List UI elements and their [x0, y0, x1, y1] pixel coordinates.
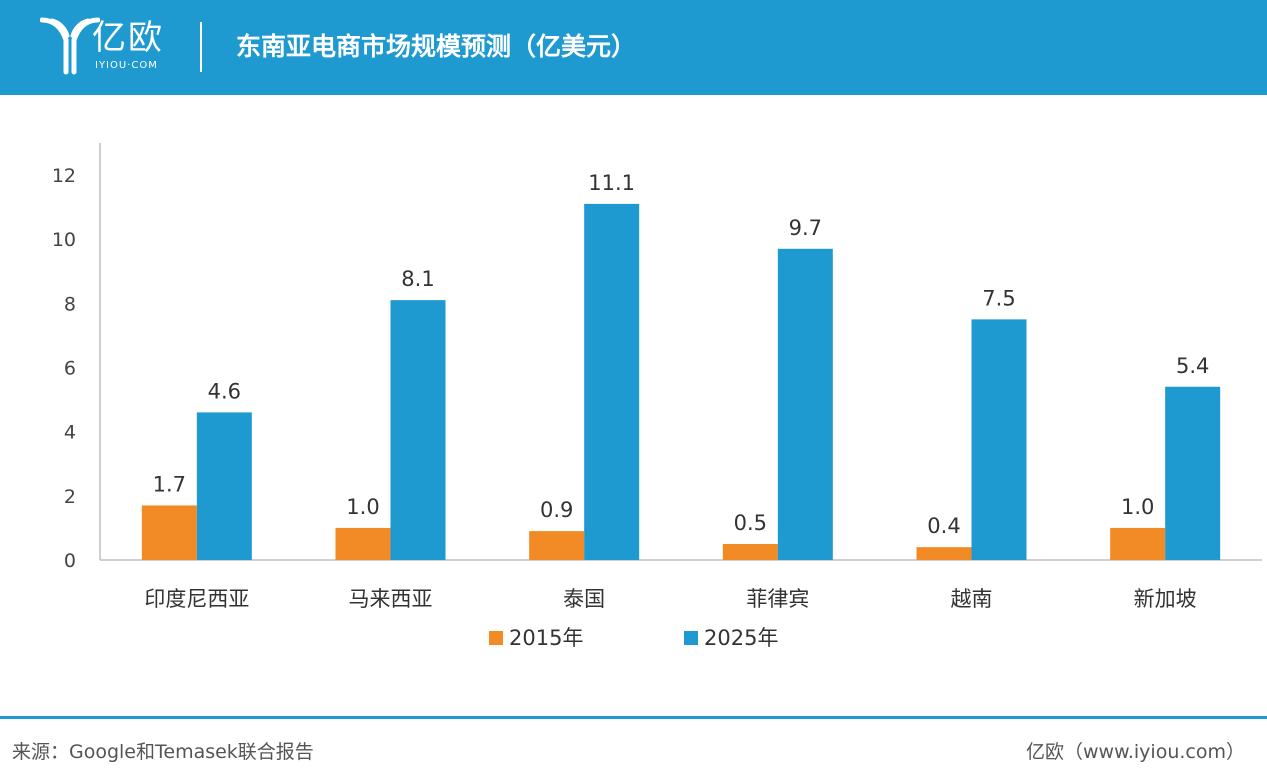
bar-2025年 [390, 300, 446, 560]
x-tick-label: 新加坡 [1134, 587, 1197, 611]
y-tick-label: 8 [64, 293, 76, 315]
x-axis: 印度尼西亚 马来西亚 泰国 菲律宾 越南 新加坡 [100, 559, 1262, 611]
x-tick-label: 马来西亚 [349, 587, 433, 611]
y-tick-label: 6 [64, 358, 76, 380]
data-label: 8.1 [401, 267, 434, 291]
bar-2025年 [584, 203, 640, 560]
bar-2025年 [971, 319, 1027, 560]
y-tick-label: 0 [64, 550, 76, 572]
bar-2025年 [777, 248, 833, 560]
legend-label: 2015年 [509, 626, 583, 650]
x-tick-label: 越南 [951, 587, 993, 611]
data-label: 0.4 [927, 514, 960, 538]
bar-2015年 [141, 505, 197, 560]
bar-2015年 [1110, 527, 1166, 560]
footer-source: 来源：Google和Temasek联合报告 [12, 741, 314, 763]
x-tick-label: 印度尼西亚 [144, 587, 249, 611]
bar-2015年 [722, 543, 778, 560]
x-tick-label: 泰国 [563, 587, 605, 611]
page-title: 东南亚电商市场规模预测（亿美元） [236, 32, 637, 61]
iyiou-logo-icon [40, 17, 100, 75]
legend: 2015年 2025年 [489, 626, 778, 650]
data-label: 4.6 [208, 379, 241, 403]
footer-divider [0, 716, 1267, 719]
data-label: 0.5 [734, 511, 767, 535]
x-tick-label: 菲律宾 [746, 587, 809, 611]
data-label: 0.9 [540, 498, 573, 522]
y-tick-label: 4 [64, 422, 76, 444]
bar-2015年 [335, 527, 391, 560]
bar-2015年 [916, 547, 972, 560]
y-tick-label: 2 [64, 486, 76, 508]
data-label: 7.5 [982, 286, 1015, 310]
data-label: 1.0 [346, 495, 379, 519]
footer-site: 亿欧（www.iyiou.com） [1025, 741, 1245, 763]
y-tick-label: 10 [52, 229, 76, 251]
legend-swatch [489, 631, 503, 645]
bar-2025年 [196, 412, 252, 560]
header-bar: 亿欧 IYIOU·COM 东南亚电商市场规模预测（亿美元） [0, 0, 1267, 95]
header-divider [200, 22, 202, 72]
y-axis: 0 2 4 6 8 10 12 [52, 143, 101, 572]
data-label: 1.0 [1121, 495, 1154, 519]
logo-text: 亿欧 [92, 18, 164, 58]
data-label: 9.7 [789, 216, 822, 240]
legend-swatch [684, 631, 698, 645]
bar-chart: 0 2 4 6 8 10 12 印度尼西亚 马来西亚 泰国 菲律宾 越南 新加坡 1.7 4.6 1.0 8… [52, 143, 1262, 650]
data-label: 1.7 [153, 472, 186, 496]
y-tick-label: 12 [52, 165, 76, 187]
logo-subtext: IYIOU·COM [95, 60, 158, 71]
bar-2025年 [1165, 386, 1221, 560]
data-label: 5.4 [1176, 354, 1209, 378]
data-label: 11.1 [588, 171, 635, 195]
legend-label: 2025年 [704, 626, 778, 650]
bar-2015年 [529, 531, 585, 560]
bars-group: 1.7 4.6 1.0 8.1 0.9 11.1 0.5 9.7 0.4 7.5 1.0 5.4 [141, 171, 1221, 560]
